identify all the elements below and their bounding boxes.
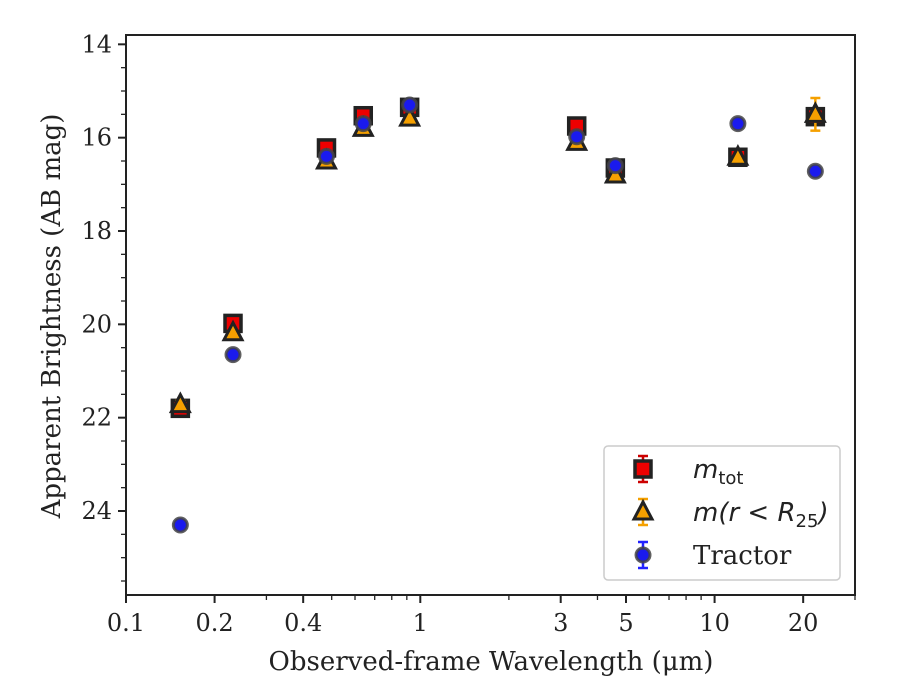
data-point-2-7 xyxy=(729,115,747,133)
data-point-1-8 xyxy=(803,101,827,123)
chart-legend: mtot m(r < R25) Tractor xyxy=(603,445,841,581)
data-point-1-7 xyxy=(726,144,750,166)
x-tick-label: 10 xyxy=(699,609,730,637)
data-point-1-1 xyxy=(221,319,245,342)
x-axis-label: Observed-frame Wavelength (μm) xyxy=(269,647,714,677)
legend-label-1: m(r < R25) xyxy=(693,498,829,532)
legend-marker-0 xyxy=(633,459,653,479)
x-tick-label: 5 xyxy=(618,609,633,637)
data-point-2-6 xyxy=(606,157,624,175)
y-tick-label: 18 xyxy=(81,217,112,245)
data-point-1-4 xyxy=(398,104,422,127)
y-tick-label: 20 xyxy=(81,310,112,338)
data-point-2-1 xyxy=(224,346,242,364)
data-point-1-0 xyxy=(168,391,192,414)
legend-box xyxy=(603,445,841,581)
y-axis-label: Apparent Brightness (AB mag) xyxy=(37,114,67,520)
legend-label-2: Tractor xyxy=(693,541,792,571)
data-point-2-4 xyxy=(401,96,419,114)
data-point-2-0 xyxy=(171,516,189,534)
data-point-2-5 xyxy=(568,128,586,146)
x-tick-label: 20 xyxy=(788,609,819,637)
series-0 xyxy=(170,97,826,419)
y-tick-label: 14 xyxy=(81,30,112,58)
legend-label-subscript: 25 xyxy=(796,511,819,532)
legend-label-main: m xyxy=(693,455,718,485)
plot-frame xyxy=(125,34,856,596)
series-2 xyxy=(171,96,824,534)
x-tick-label: 1 xyxy=(413,609,428,637)
legend-label-0: mtot xyxy=(693,455,743,489)
legend-label-main: m(r < R xyxy=(693,498,796,528)
series-1 xyxy=(168,96,827,414)
y-tick-label: 16 xyxy=(81,124,112,152)
data-point-2-8 xyxy=(806,162,824,180)
x-tick-label: 0.2 xyxy=(196,609,234,637)
chart-axes: 0.1 0.2 0.4 1 3 5 10 20 14 16 18 20 22 24 xyxy=(81,30,856,637)
data-point-2-2 xyxy=(317,147,335,165)
x-tick-label: 3 xyxy=(553,609,568,637)
data-point-2-3 xyxy=(354,115,372,133)
legend-marker-1 xyxy=(631,498,655,521)
x-tick-label: 0.4 xyxy=(284,609,322,637)
legend-label-subscript: tot xyxy=(718,468,743,489)
x-tick-label: 0.1 xyxy=(107,609,145,637)
y-tick-label: 22 xyxy=(81,404,112,432)
legend-label-suffix: ) xyxy=(816,498,828,528)
y-tick-label: 24 xyxy=(81,497,112,525)
legend-marker-2 xyxy=(634,546,652,564)
chart-marks xyxy=(168,96,827,534)
